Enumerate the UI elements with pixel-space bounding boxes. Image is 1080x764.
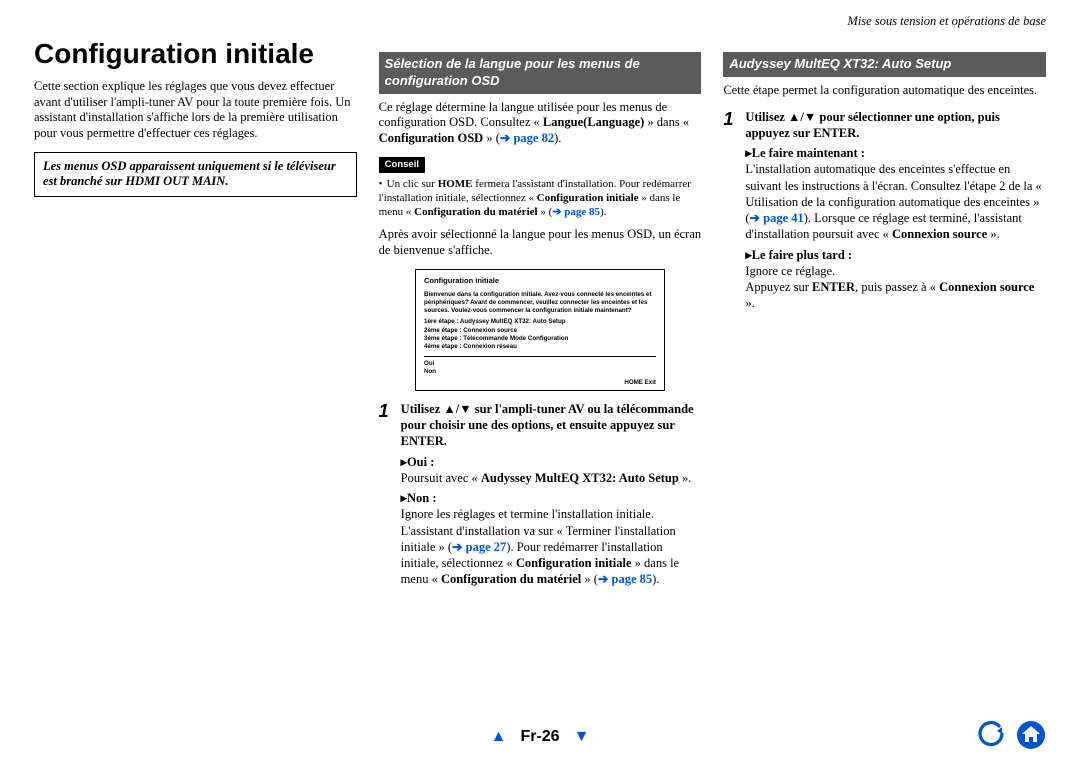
- t: ».: [987, 227, 1000, 241]
- chapter-header: Mise sous tension et opérations de base: [847, 14, 1046, 29]
- t: Poursuit avec «: [401, 471, 481, 485]
- intro-paragraph: Cette section explique les réglages que …: [34, 79, 357, 142]
- t: ENTER: [812, 280, 855, 294]
- column-3: Audyssey MultEQ XT32: Auto Setup Cette é…: [723, 52, 1046, 588]
- t: ENTER: [401, 434, 444, 448]
- note-part-b: HDMI OUT MAIN: [125, 174, 225, 188]
- content-columns: Configuration initiale Cette section exp…: [34, 22, 1046, 588]
- t: Utilisez: [401, 402, 444, 416]
- step-body: Utilisez ▲/▼ sur l'ampli-tuner AV ou la …: [401, 401, 702, 588]
- t: » (: [581, 572, 598, 586]
- arrows-icon: ▲/▼: [443, 402, 471, 416]
- t: Utilisez: [745, 110, 788, 124]
- t: ».: [745, 296, 754, 310]
- page-title: Configuration initiale: [34, 36, 357, 71]
- step-lead: Utilisez ▲/▼ sur l'ampli-tuner AV ou la …: [401, 401, 702, 450]
- page-number: Fr-26: [520, 728, 559, 746]
- t: ENTER: [813, 126, 856, 140]
- bullet-icon: •: [379, 177, 387, 191]
- page-footer: ▲ Fr-26 ▼: [0, 728, 1080, 746]
- t: ▸Le faire plus tard: [745, 248, 844, 262]
- t: .: [856, 126, 859, 140]
- footer-icons: [978, 720, 1046, 750]
- step-body: Utilisez ▲/▼ pour sélectionner une optio…: [745, 109, 1046, 312]
- section-heading-audyssey: Audyssey MultEQ XT32: Auto Setup: [723, 52, 1046, 77]
- osd-body: Bienvenue dans la configuration initiale…: [424, 291, 656, 314]
- osd-steps: 1ère étape : Audyssey MultEQ XT32: Auto …: [424, 318, 656, 351]
- step-number: 1: [723, 109, 745, 312]
- page-link-27[interactable]: ➔ page 27: [452, 540, 506, 554]
- osd-footer: HOME Exit: [624, 379, 656, 387]
- t: » (: [538, 206, 553, 218]
- t: ▸Non: [401, 491, 430, 505]
- arrows-icon: ▲/▼: [788, 110, 816, 124]
- audyssey-intro: Cette étape permet la configuration auto…: [723, 83, 1046, 99]
- t: Audyssey MultEQ XT32: Auto Setup: [481, 471, 679, 485]
- t: Configuration du matériel: [441, 572, 581, 586]
- osd-screenshot: Configuration initiale Bienvenue dans la…: [415, 269, 665, 391]
- t: » dans «: [644, 115, 689, 129]
- next-page-icon[interactable]: ▼: [574, 728, 590, 746]
- section-heading-language: Sélection de la langue pour les menus de…: [379, 52, 702, 94]
- t: Un clic sur: [387, 178, 438, 190]
- page-link-82[interactable]: ➔ page 82: [500, 131, 554, 145]
- t: » (: [483, 131, 500, 145]
- note-part-c: .: [225, 174, 228, 188]
- t: Configuration OSD: [379, 131, 484, 145]
- option-oui-label: ▸Oui :: [401, 454, 702, 470]
- page-link-41[interactable]: ➔ page 41: [750, 211, 804, 225]
- osd-step-3: 3ème étape : Télécommande Mode Configura…: [424, 335, 656, 343]
- t: ).: [652, 572, 659, 586]
- t: Configuration initiale: [516, 556, 632, 570]
- manual-page: Mise sous tension et opérations de base …: [0, 0, 1080, 764]
- t: .: [444, 434, 447, 448]
- welcome-paragraph: Après avoir sélectionné la langue pour l…: [379, 227, 702, 258]
- option-non-label: ▸Non :: [401, 490, 702, 506]
- osd-no: Non: [424, 368, 656, 376]
- home-icon[interactable]: [1016, 720, 1046, 750]
- step-number: 1: [379, 401, 401, 588]
- osd-options: Oui Non: [424, 356, 656, 376]
- step-1-col2: 1 Utilisez ▲/▼ sur l'ampli-tuner AV ou l…: [379, 401, 702, 588]
- t: Connexion source: [939, 280, 1034, 294]
- osd-step-2: 2ème étape : Connexion source: [424, 327, 656, 335]
- t: Langue(Language): [543, 115, 644, 129]
- column-1: Configuration initiale Cette section exp…: [34, 22, 357, 588]
- page-link-85a[interactable]: ➔ page 85: [552, 206, 600, 218]
- tip-body: •Un clic sur HOME fermera l'assistant d'…: [379, 177, 702, 220]
- osd-yes: Oui: [424, 360, 656, 368]
- t2: Appuyez sur ENTER, puis passez à « Conne…: [745, 279, 1046, 312]
- option-now-body: L'installation automatique des enceintes…: [745, 161, 1046, 242]
- t: Appuyez sur: [745, 280, 812, 294]
- option-now-label: ▸Le faire maintenant :: [745, 145, 1046, 161]
- back-icon[interactable]: [978, 721, 1006, 749]
- tip-label: Conseil: [379, 157, 425, 173]
- t: ▸Le faire maintenant: [745, 146, 857, 160]
- t: ).: [600, 206, 606, 218]
- prev-page-icon[interactable]: ▲: [491, 728, 507, 746]
- step-lead: Utilisez ▲/▼ pour sélectionner une optio…: [745, 109, 1046, 142]
- osd-step-4: 4ème étape : Connexion réseau: [424, 343, 656, 351]
- t: ».: [679, 471, 692, 485]
- option-oui-body: Poursuit avec « Audyssey MultEQ XT32: Au…: [401, 470, 702, 486]
- option-non-body: Ignore les réglages et termine l'install…: [401, 506, 702, 587]
- t: , puis passez à «: [855, 280, 939, 294]
- t: HOME: [438, 178, 473, 190]
- t: ▸Oui: [401, 455, 427, 469]
- t: Connexion source: [892, 227, 987, 241]
- osd-title: Configuration initiale: [424, 276, 656, 285]
- t: Ignore ce réglage.: [745, 263, 1046, 279]
- column-2: Sélection de la langue pour les menus de…: [379, 52, 702, 588]
- osd-step-1: 1ère étape : Audyssey MultEQ XT32: Auto …: [424, 318, 656, 326]
- note-text: Les menus OSD apparaissent uniquement si…: [43, 159, 336, 189]
- t: Configuration du matériel: [414, 206, 537, 218]
- t: ).: [554, 131, 561, 145]
- option-later-body: Ignore ce réglage. Appuyez sur ENTER, pu…: [745, 263, 1046, 312]
- option-later-label: ▸Le faire plus tard :: [745, 247, 1046, 263]
- page-link-85b[interactable]: ➔ page 85: [598, 572, 652, 586]
- step-1-col3: 1 Utilisez ▲/▼ pour sélectionner une opt…: [723, 109, 1046, 312]
- language-paragraph: Ce réglage détermine la langue utilisée …: [379, 100, 702, 147]
- t: Configuration initiale: [537, 192, 639, 204]
- note-box: Les menus OSD apparaissent uniquement si…: [34, 152, 357, 197]
